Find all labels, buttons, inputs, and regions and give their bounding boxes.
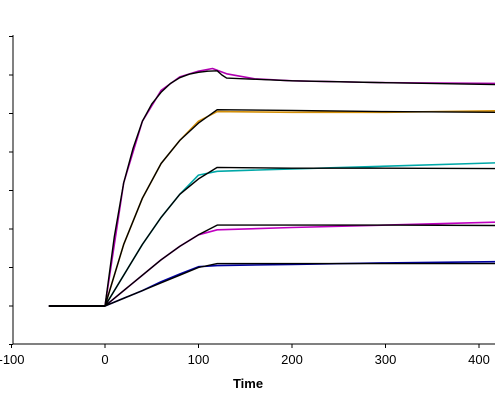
x-ticks: -100 0 100 200 300 400 xyxy=(0,344,490,367)
series-line-8 xyxy=(48,224,495,307)
series-line-6 xyxy=(48,109,495,307)
x-axis-title: Time xyxy=(233,376,263,391)
x-tick-label-1: 0 xyxy=(101,352,108,367)
x-tick-label-2: 100 xyxy=(188,352,210,367)
x-tick-label-5: 400 xyxy=(468,352,490,367)
series-line-9 xyxy=(48,262,495,307)
series-line-1 xyxy=(48,110,495,307)
x-tick-label-3: 200 xyxy=(281,352,303,367)
series-line-5 xyxy=(48,70,495,307)
x-tick-label-0: -100 xyxy=(0,352,25,367)
series-layer xyxy=(48,67,495,307)
y-ticks xyxy=(9,36,13,345)
x-tick-label-4: 300 xyxy=(375,352,397,367)
series-line-7 xyxy=(48,166,495,307)
